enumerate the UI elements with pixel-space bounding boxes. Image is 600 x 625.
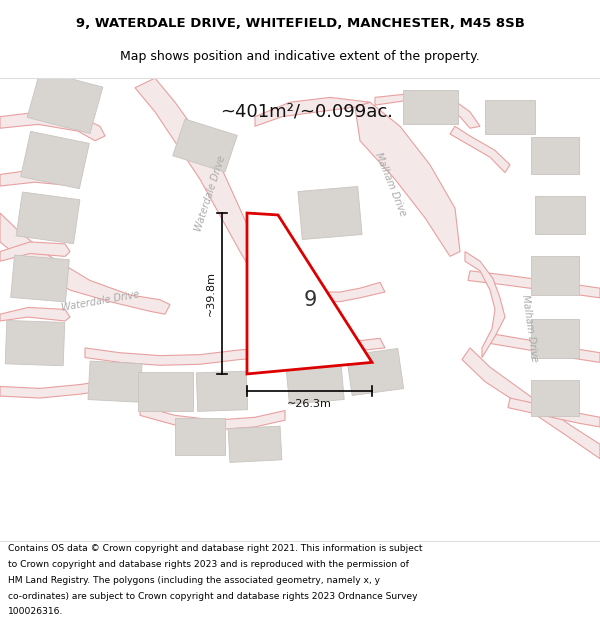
Polygon shape: [375, 92, 480, 128]
Polygon shape: [0, 169, 80, 186]
Polygon shape: [488, 334, 600, 362]
Bar: [88, 361, 142, 403]
Text: Contains OS data © Crown copyright and database right 2021. This information is : Contains OS data © Crown copyright and d…: [8, 544, 422, 553]
Text: 9, WATERDALE DRIVE, WHITEFIELD, MANCHESTER, M45 8SB: 9, WATERDALE DRIVE, WHITEFIELD, MANCHEST…: [76, 17, 524, 30]
Polygon shape: [247, 213, 372, 374]
Bar: [5, 321, 65, 366]
Bar: [16, 192, 80, 244]
Text: ~39.8m: ~39.8m: [206, 271, 216, 316]
Polygon shape: [0, 213, 170, 314]
Polygon shape: [0, 242, 70, 261]
Polygon shape: [0, 379, 120, 398]
Text: 100026316.: 100026316.: [8, 608, 63, 616]
Polygon shape: [0, 308, 70, 321]
Polygon shape: [255, 98, 370, 126]
Polygon shape: [355, 102, 460, 256]
Text: 9: 9: [304, 290, 317, 310]
Text: HM Land Registry. The polygons (including the associated geometry, namely x, y: HM Land Registry. The polygons (includin…: [8, 576, 380, 585]
Text: co-ordinates) are subject to Crown copyright and database rights 2023 Ordnance S: co-ordinates) are subject to Crown copyr…: [8, 592, 418, 601]
Bar: [20, 131, 89, 189]
Polygon shape: [0, 112, 105, 141]
Bar: [173, 119, 238, 172]
Text: ~26.3m: ~26.3m: [287, 399, 332, 409]
Bar: [531, 256, 579, 295]
Polygon shape: [270, 338, 385, 357]
Bar: [531, 137, 579, 174]
Polygon shape: [258, 282, 385, 302]
Text: ~401m²/~0.099ac.: ~401m²/~0.099ac.: [220, 102, 393, 120]
Bar: [286, 359, 344, 404]
Polygon shape: [85, 348, 270, 365]
Bar: [535, 196, 585, 234]
Bar: [228, 426, 282, 462]
Bar: [403, 90, 458, 124]
Bar: [175, 418, 225, 455]
Bar: [531, 319, 579, 357]
Bar: [531, 380, 579, 416]
Polygon shape: [462, 348, 600, 459]
Text: Map shows position and indicative extent of the property.: Map shows position and indicative extent…: [120, 50, 480, 63]
Polygon shape: [468, 271, 600, 298]
Bar: [137, 372, 193, 411]
Bar: [27, 71, 103, 134]
Text: Malham Drive: Malham Drive: [520, 294, 539, 363]
Text: Malham Drive: Malham Drive: [373, 151, 407, 218]
Bar: [346, 349, 404, 396]
Bar: [11, 255, 70, 302]
Polygon shape: [140, 406, 285, 430]
Bar: [196, 371, 248, 411]
Polygon shape: [135, 78, 270, 285]
Polygon shape: [465, 251, 505, 358]
Bar: [485, 100, 535, 134]
Text: Waterdale Drive: Waterdale Drive: [60, 290, 140, 314]
Polygon shape: [450, 126, 510, 173]
Text: to Crown copyright and database rights 2023 and is reproduced with the permissio: to Crown copyright and database rights 2…: [8, 560, 409, 569]
Text: Waterdale Drive: Waterdale Drive: [193, 154, 227, 233]
Polygon shape: [508, 398, 600, 427]
Bar: [298, 186, 362, 239]
